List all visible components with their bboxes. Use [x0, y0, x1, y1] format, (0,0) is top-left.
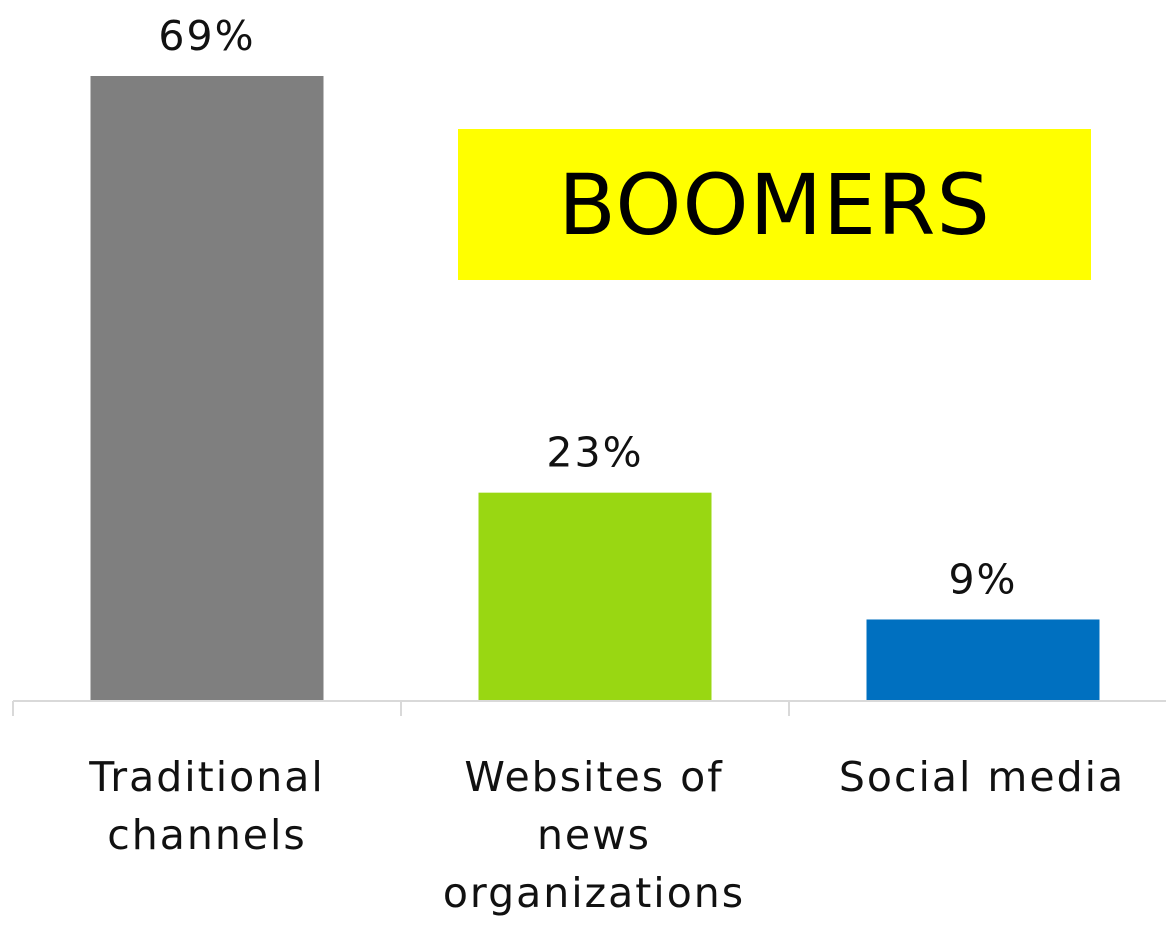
- value-label-traditional-channels: 69%: [158, 12, 255, 60]
- category-label-traditional-channels: Traditional channels: [89, 753, 325, 859]
- value-label-websites-of-news-organizations: 23%: [546, 429, 643, 477]
- bars-group: [90, 76, 1100, 701]
- category-label-social-media: Social media: [838, 753, 1126, 801]
- x-axis-ticks: [12, 701, 790, 716]
- series-annotation: BOOMERS: [558, 155, 991, 254]
- bar-social-media: [866, 619, 1100, 701]
- bar-websites-of-news-organizations: [478, 492, 712, 701]
- series-annotation-box: BOOMERS: [458, 129, 1091, 280]
- bar-traditional-channels: [90, 76, 324, 701]
- value-label-social-media: 9%: [948, 555, 1017, 603]
- category-label-websites-of-news-organizations: Websites of news organizations: [442, 753, 746, 917]
- value-labels-group: 69% 23% 9%: [158, 12, 1017, 603]
